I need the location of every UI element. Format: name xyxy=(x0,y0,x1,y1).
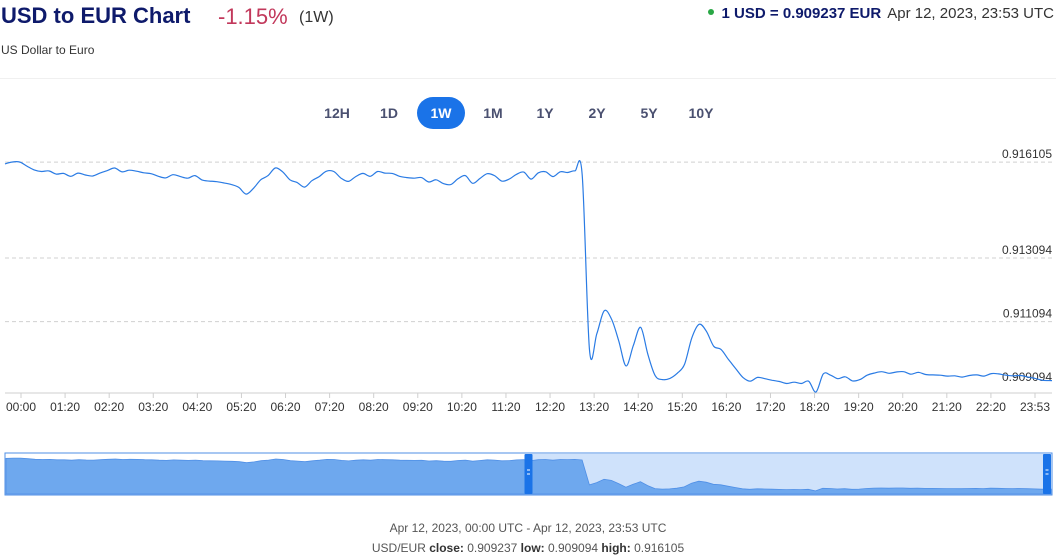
x-tick-label: 05:20 xyxy=(226,400,256,414)
rate-timestamp: Apr 12, 2023, 23:53 UTC xyxy=(887,5,1054,22)
range-button-1d[interactable]: 1D xyxy=(365,97,413,129)
footer-high-label: high: xyxy=(601,541,631,555)
x-tick-label: 18:20 xyxy=(800,400,830,414)
footer-pair: USD/EUR xyxy=(371,541,426,555)
live-rate: 1 USD = 0.909237 EUR Apr 12, 2023, 23:53 … xyxy=(707,5,1054,22)
x-tick-label: 02:20 xyxy=(94,400,124,414)
chart-header: USD to EUR Chart -1.15% (1W) US Dollar t… xyxy=(0,0,1056,79)
change-percent: -1.15% xyxy=(218,4,288,29)
range-selector: 12H 1D 1W 1M 1Y 2Y 5Y 10Y xyxy=(313,97,725,129)
x-tick-label: 03:20 xyxy=(138,400,168,414)
range-button-12h[interactable]: 12H xyxy=(313,97,361,129)
x-tick-label: 08:20 xyxy=(359,400,389,414)
period-label: (1W) xyxy=(299,9,334,26)
x-axis-labels: 00:00 01:20 02:20 03:20 04:20 05:20 06:20 07:20… xyxy=(6,393,1050,414)
y-tick-label: 0.911094 xyxy=(1003,307,1052,321)
series-line-usd-eur xyxy=(4,160,1053,393)
x-tick-label: 20:20 xyxy=(888,400,918,414)
navigator-handle-right[interactable] xyxy=(1043,454,1051,494)
x-tick-label: 13:20 xyxy=(579,400,609,414)
navigator[interactable] xyxy=(4,452,1053,496)
range-button-1m[interactable]: 1M xyxy=(469,97,517,129)
x-tick-label: 09:20 xyxy=(403,400,433,414)
x-tick-label: 01:20 xyxy=(50,400,80,414)
x-tick-label: 17:20 xyxy=(755,400,785,414)
y-gridlines xyxy=(5,161,1052,323)
footer-low-label: low: xyxy=(520,541,545,555)
x-tick-label: 21:20 xyxy=(932,400,962,414)
x-tick-label: 11:20 xyxy=(491,400,520,414)
x-tick-label: 12:20 xyxy=(535,400,565,414)
footer-close-label: close: xyxy=(429,541,464,555)
x-tick-label: 14:20 xyxy=(623,400,653,414)
x-tick-label: 15:20 xyxy=(667,400,697,414)
y-tick-label: 0.913094 xyxy=(1002,243,1052,257)
range-button-2y[interactable]: 2Y xyxy=(573,97,621,129)
y-tick-label: 0.916105 xyxy=(1002,147,1052,161)
footer-low-value: 0.909094 xyxy=(548,541,599,555)
range-button-5y[interactable]: 5Y xyxy=(625,97,673,129)
x-tick-label: 10:20 xyxy=(447,400,477,414)
x-tick-label: 00:00 xyxy=(6,400,36,414)
navigator-handle-left[interactable] xyxy=(524,454,533,494)
page-subtitle: US Dollar to Euro xyxy=(1,43,95,57)
range-button-1y[interactable]: 1Y xyxy=(521,97,569,129)
x-tick-label: 22:20 xyxy=(976,400,1006,414)
x-tick-label: 07:20 xyxy=(315,400,345,414)
live-status-dot-icon xyxy=(707,9,714,16)
x-tick-label: 19:20 xyxy=(844,400,874,414)
x-tick-label: 23:53 xyxy=(1020,400,1050,414)
range-button-1w[interactable]: 1W xyxy=(417,97,465,129)
footer-close-value: 0.909237 xyxy=(467,541,518,555)
footer-high-value: 0.916105 xyxy=(634,541,685,555)
footer-stats: USD/EUR close: 0.909237 low: 0.909094 hi… xyxy=(0,541,1056,555)
x-tick-label: 04:20 xyxy=(182,400,212,414)
rate-text: 1 USD = 0.909237 EUR xyxy=(721,5,882,22)
x-tick-label: 06:20 xyxy=(271,400,301,414)
page-title: USD to EUR Chart xyxy=(1,3,191,28)
x-tick-label: 16:20 xyxy=(711,400,741,414)
range-button-10y[interactable]: 10Y xyxy=(677,97,725,129)
footer-date-range: Apr 12, 2023, 00:00 UTC - Apr 12, 2023, … xyxy=(389,521,667,535)
